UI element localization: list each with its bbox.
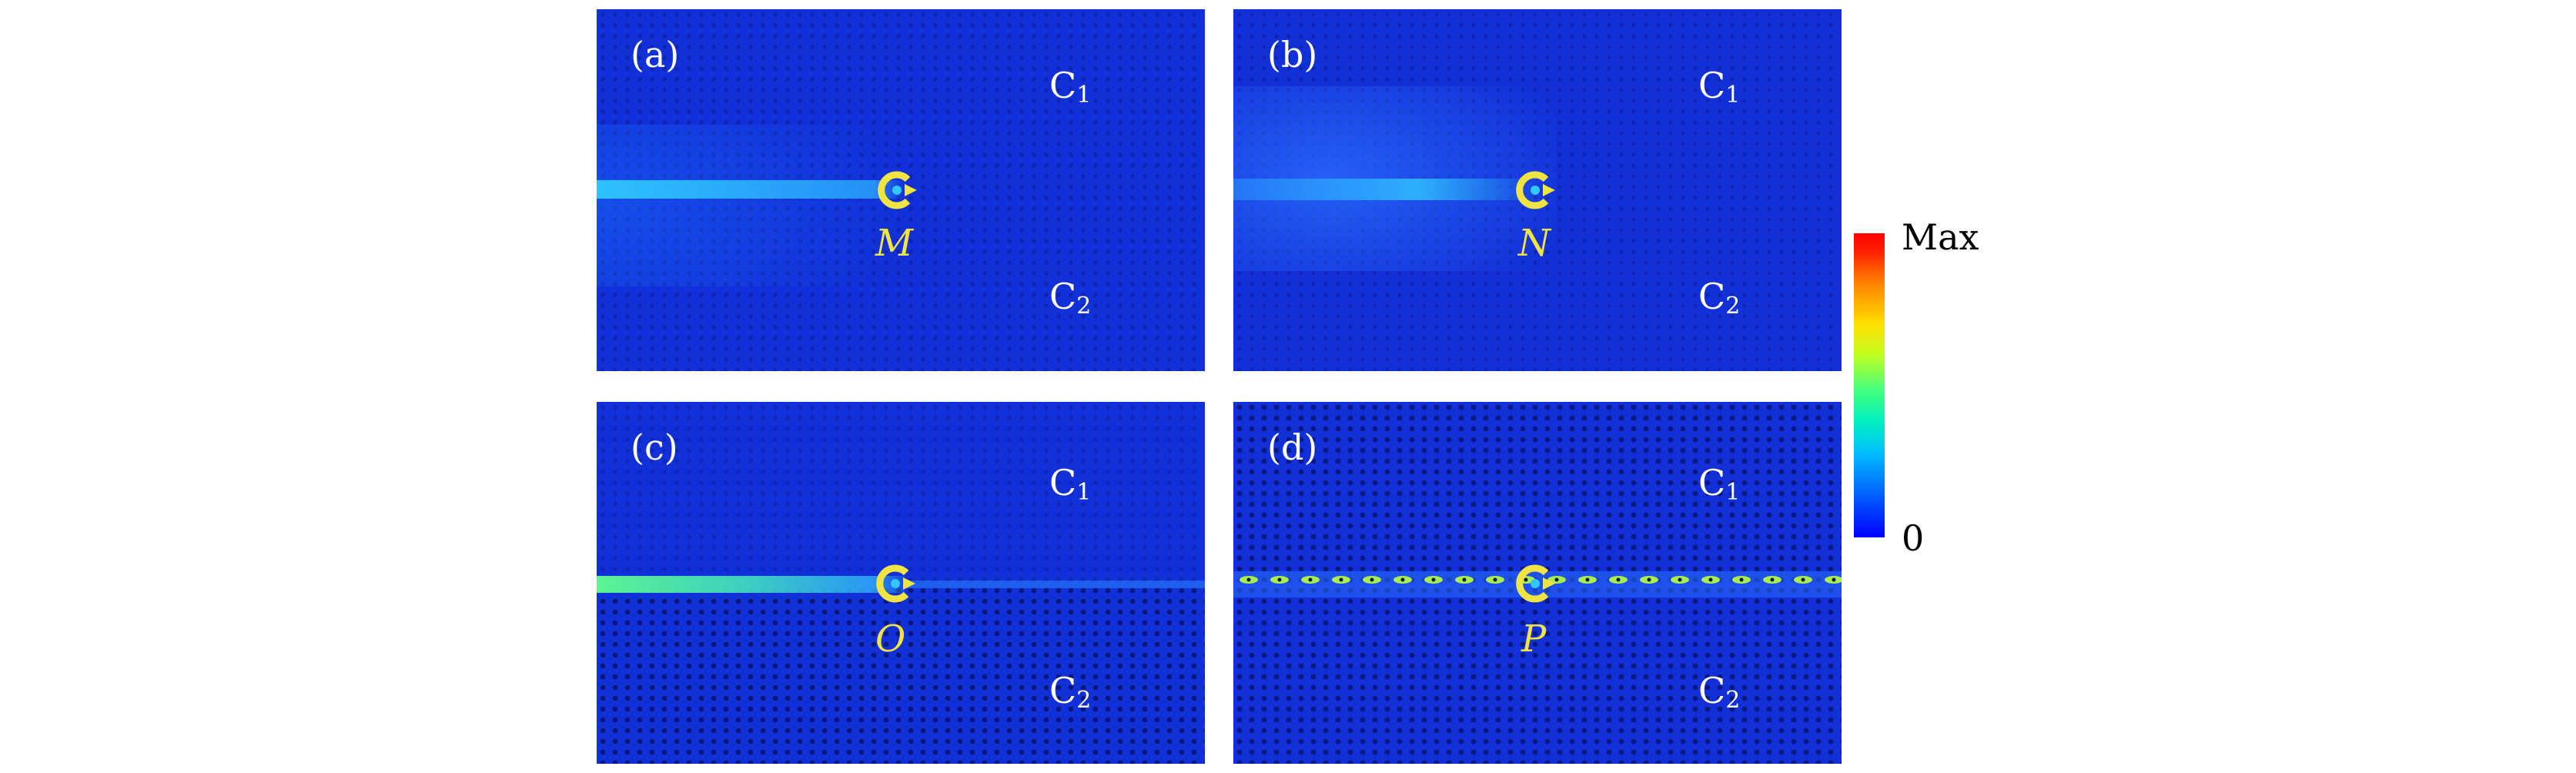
source-label: N <box>1518 222 1551 265</box>
source-marker-icon <box>878 171 917 209</box>
colorbar <box>1854 233 1885 537</box>
source-marker-icon <box>1516 564 1555 603</box>
panel-label: (d) <box>1267 427 1318 468</box>
region-c2-label: C2 <box>1698 276 1741 320</box>
panel-d: (d) C1 C2 P <box>1233 402 1842 764</box>
waveguide-mode-a <box>597 180 905 199</box>
region-c1-label: C1 <box>1698 65 1741 109</box>
region-c1-label: C1 <box>1698 462 1741 506</box>
panel-a: (a) C1 C2 M <box>597 9 1205 371</box>
region-c1-label: C1 <box>1049 65 1092 109</box>
panel-label: (a) <box>631 34 680 75</box>
colorbar-min-label: 0 <box>1902 517 1925 559</box>
source-label: O <box>875 617 906 661</box>
source-marker-icon <box>1516 171 1555 209</box>
field-map-c <box>597 402 1205 764</box>
panel-label: (c) <box>631 427 678 468</box>
source-label: P <box>1521 617 1547 661</box>
edge-mode-c <box>597 576 905 593</box>
region-c1-label: C1 <box>1049 462 1092 506</box>
colorbar-max-label: Max <box>1902 216 1979 258</box>
region-c2-label: C2 <box>1049 276 1092 320</box>
source-label: M <box>875 222 914 265</box>
panel-b: (b) C1 C2 N <box>1233 9 1842 371</box>
panel-label: (b) <box>1267 34 1318 75</box>
waveguide-mode-b <box>1233 179 1541 200</box>
panel-c: (c) C1 C2 O <box>597 402 1205 764</box>
source-marker-icon <box>876 564 915 603</box>
region-c2-label: C2 <box>1698 670 1741 714</box>
region-c2-label: C2 <box>1049 670 1092 714</box>
